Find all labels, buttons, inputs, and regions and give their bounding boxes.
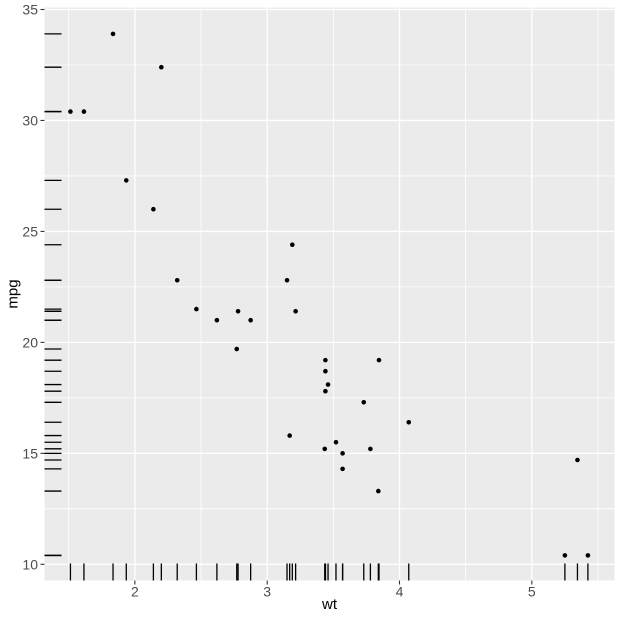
y-axis-tick-label: 35: [22, 1, 38, 17]
data-point: [214, 317, 220, 323]
data-point: [174, 277, 180, 283]
data-point: [81, 109, 87, 114]
data-point: [340, 466, 345, 472]
data-point: [376, 357, 382, 363]
data-point: [159, 64, 164, 70]
data-point: [123, 178, 129, 183]
data-point: [284, 277, 290, 283]
x-axis-tick-label: 3: [263, 584, 271, 600]
data-point: [406, 419, 412, 425]
data-point: [323, 357, 328, 363]
plot-panel: [44, 7, 615, 581]
data-point: [323, 368, 328, 374]
data-point: [235, 309, 241, 314]
y-axis-tick-label: 15: [22, 445, 38, 461]
data-point: [68, 109, 73, 114]
y-axis-title: mpg: [5, 279, 22, 308]
y-axis-tick-label: 25: [22, 223, 38, 239]
data-point: [293, 309, 298, 314]
data-point: [287, 433, 292, 438]
x-axis-tick-label: 5: [528, 584, 536, 600]
data-point: [376, 488, 381, 494]
data-point: [323, 388, 328, 394]
y-axis-tick-label: 20: [22, 334, 38, 350]
data-point: [248, 317, 253, 323]
data-point: [361, 399, 367, 405]
x-axis-tick-label: 2: [131, 584, 139, 600]
data-point: [110, 31, 116, 37]
data-point: [575, 457, 580, 463]
data-point: [234, 346, 240, 352]
data-point: [151, 206, 156, 212]
data-point: [290, 242, 295, 248]
data-point: [333, 439, 339, 445]
data-point: [585, 553, 591, 558]
data-point: [562, 553, 568, 558]
y-axis-tick-label: 10: [22, 556, 38, 572]
x-axis-tick-label: 4: [396, 584, 404, 600]
data-point: [194, 306, 199, 312]
y-axis-tick-label: 30: [22, 112, 38, 128]
data-point: [322, 446, 328, 452]
data-point: [368, 446, 373, 452]
x-axis-title: wt: [321, 596, 338, 613]
data-point: [340, 451, 345, 456]
data-point: [325, 382, 331, 387]
